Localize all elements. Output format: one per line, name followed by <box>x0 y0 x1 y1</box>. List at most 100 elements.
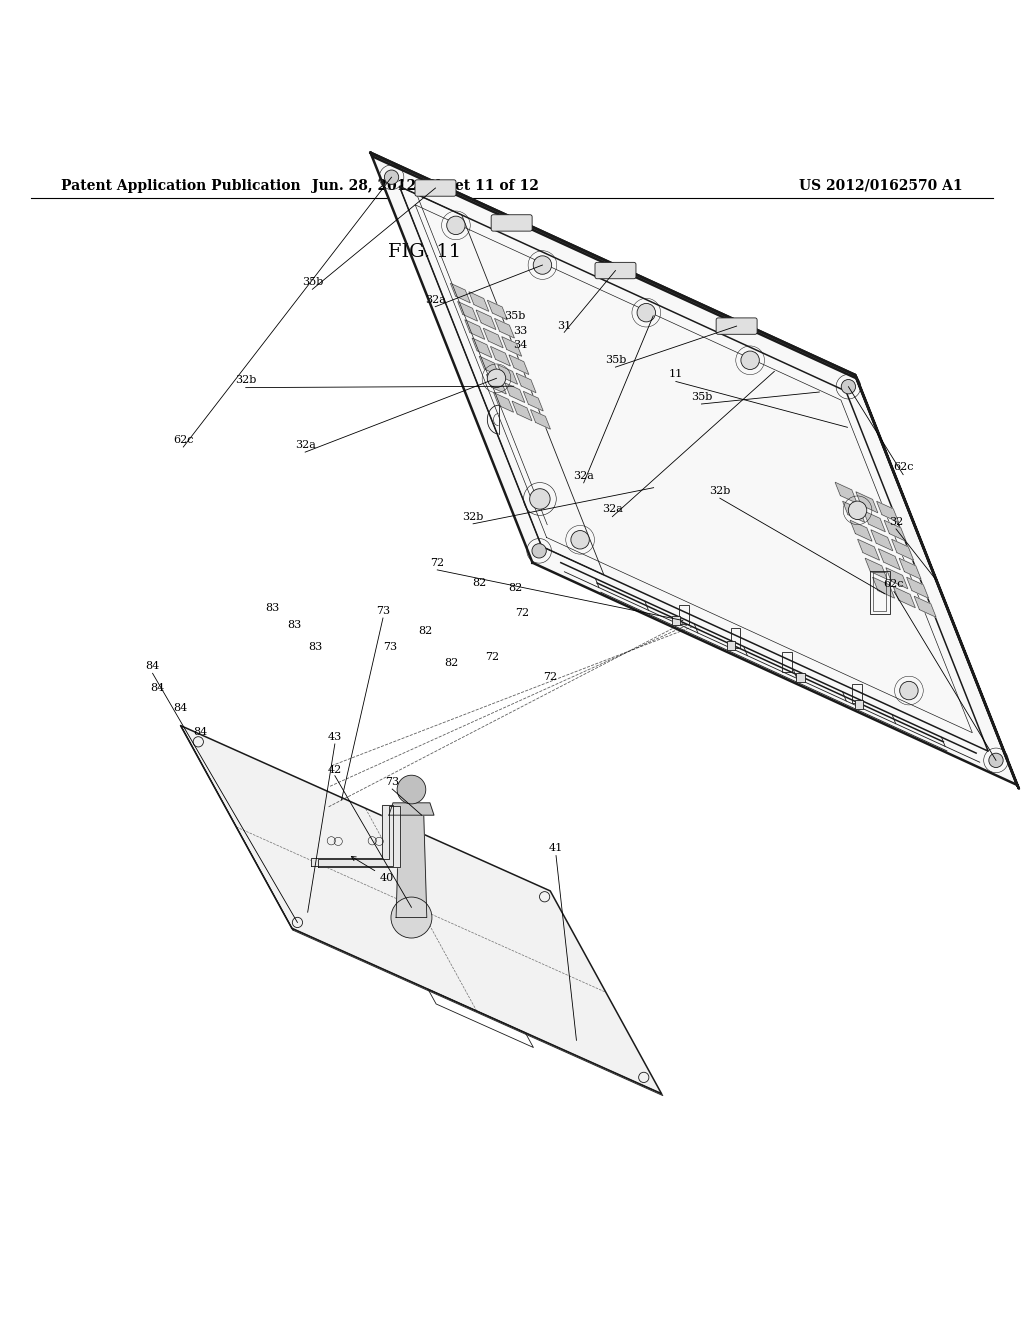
Circle shape <box>900 681 919 700</box>
Text: 72: 72 <box>515 609 529 618</box>
Text: 41: 41 <box>549 843 563 854</box>
Polygon shape <box>487 300 507 319</box>
Text: Patent Application Publication: Patent Application Publication <box>61 180 301 193</box>
Polygon shape <box>906 577 929 598</box>
Circle shape <box>531 544 546 558</box>
Polygon shape <box>476 310 496 330</box>
Polygon shape <box>479 356 499 376</box>
Text: 32b: 32b <box>236 375 256 385</box>
Text: 35b: 35b <box>605 355 626 364</box>
Polygon shape <box>892 540 913 560</box>
Polygon shape <box>389 803 434 816</box>
Polygon shape <box>871 529 893 550</box>
FancyBboxPatch shape <box>595 263 636 279</box>
Text: 73: 73 <box>385 777 399 787</box>
Polygon shape <box>509 355 528 375</box>
Polygon shape <box>886 568 908 589</box>
Text: 35b: 35b <box>505 312 525 321</box>
Circle shape <box>487 370 506 388</box>
Polygon shape <box>856 492 878 512</box>
Polygon shape <box>311 805 393 866</box>
Bar <box>679 605 688 624</box>
Polygon shape <box>850 520 872 541</box>
FancyBboxPatch shape <box>716 318 757 334</box>
Text: 62c: 62c <box>884 579 904 589</box>
Bar <box>782 652 793 672</box>
FancyBboxPatch shape <box>415 180 456 197</box>
Text: 40: 40 <box>351 857 394 883</box>
Text: 82: 82 <box>444 659 459 668</box>
Polygon shape <box>180 726 662 1094</box>
Text: 84: 84 <box>173 704 187 713</box>
Text: 11: 11 <box>669 370 683 379</box>
Text: 34: 34 <box>513 339 527 350</box>
Text: 72: 72 <box>430 558 444 568</box>
Polygon shape <box>516 374 536 392</box>
Text: 43: 43 <box>328 731 342 742</box>
Polygon shape <box>512 401 531 421</box>
Circle shape <box>391 898 432 939</box>
Polygon shape <box>523 391 543 411</box>
Text: 84: 84 <box>151 682 165 693</box>
Polygon shape <box>451 284 470 302</box>
Text: 32a: 32a <box>602 504 623 515</box>
Bar <box>797 673 805 682</box>
Polygon shape <box>899 558 921 579</box>
Text: 83: 83 <box>265 603 280 612</box>
Polygon shape <box>396 816 427 917</box>
Circle shape <box>384 170 398 185</box>
Polygon shape <box>317 805 399 867</box>
Polygon shape <box>486 375 506 393</box>
Polygon shape <box>884 520 906 541</box>
Text: 32a: 32a <box>295 440 315 450</box>
Text: 35b: 35b <box>302 277 323 288</box>
Polygon shape <box>292 928 663 1096</box>
Polygon shape <box>865 558 887 579</box>
Circle shape <box>848 502 866 520</box>
Polygon shape <box>877 502 898 523</box>
Polygon shape <box>180 726 293 931</box>
Bar <box>672 616 680 624</box>
Text: 31: 31 <box>557 321 571 331</box>
Bar <box>855 700 863 709</box>
Polygon shape <box>893 587 915 607</box>
Polygon shape <box>498 364 517 384</box>
Polygon shape <box>836 482 857 503</box>
Text: 82: 82 <box>472 578 486 589</box>
Text: 83: 83 <box>287 620 301 630</box>
Circle shape <box>741 351 760 370</box>
Text: 32: 32 <box>889 516 903 527</box>
Circle shape <box>397 775 426 804</box>
Polygon shape <box>863 511 886 532</box>
Text: US 2012/0162570 A1: US 2012/0162570 A1 <box>799 180 963 193</box>
Text: 42: 42 <box>328 764 342 775</box>
Polygon shape <box>914 597 936 618</box>
Text: 32b: 32b <box>463 512 483 521</box>
Text: 32b: 32b <box>710 486 730 496</box>
Polygon shape <box>483 329 503 347</box>
Circle shape <box>637 304 655 322</box>
Text: 72: 72 <box>485 652 500 661</box>
Text: 32a: 32a <box>573 471 594 480</box>
Text: 32a: 32a <box>425 294 445 305</box>
Bar <box>727 642 735 651</box>
Circle shape <box>842 380 856 393</box>
Text: 62c: 62c <box>173 434 194 445</box>
Polygon shape <box>490 346 510 366</box>
Text: 62c: 62c <box>893 462 913 473</box>
Bar <box>869 570 890 614</box>
Text: FIG. 11: FIG. 11 <box>388 243 462 261</box>
Text: 84: 84 <box>194 727 208 737</box>
Polygon shape <box>855 375 1019 788</box>
Text: 35b: 35b <box>691 392 712 401</box>
Text: 82: 82 <box>418 626 432 636</box>
Polygon shape <box>465 319 484 339</box>
Polygon shape <box>469 292 488 312</box>
Polygon shape <box>371 153 857 379</box>
Circle shape <box>571 531 590 549</box>
Polygon shape <box>472 338 492 358</box>
Circle shape <box>446 216 465 235</box>
Text: 72: 72 <box>543 672 557 682</box>
Text: 73: 73 <box>376 606 390 616</box>
Text: 83: 83 <box>308 642 323 652</box>
